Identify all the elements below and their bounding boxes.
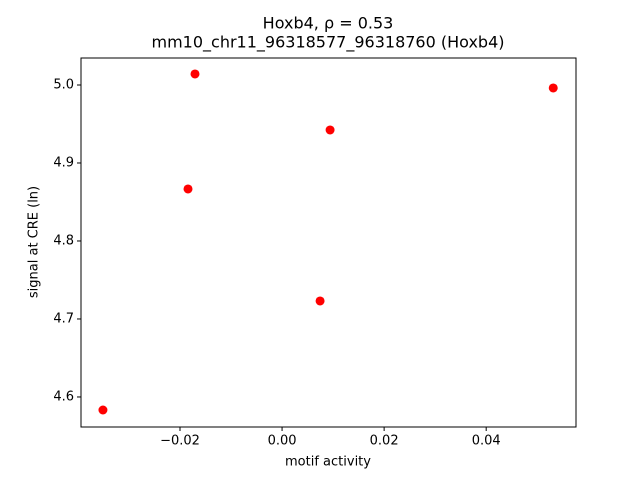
y-tick-label: 5.0 [53,77,74,92]
x-tick-label: −0.02 [160,434,200,449]
point [183,184,193,194]
x-tick-label: 0.02 [370,434,399,449]
y-tick-label: 4.9 [53,155,74,170]
point [315,296,325,306]
x-tick-label: 0.04 [472,434,501,449]
point [190,69,200,79]
x-axis-label: motif activity [285,455,371,470]
point [548,83,558,93]
plot-frame [80,57,577,428]
chart-subtitle: mm10_chr11_96318577_96318760 (Hoxb4) [152,33,505,53]
point [98,405,108,415]
point [325,125,335,135]
y-tick-label: 4.7 [53,311,74,326]
chart-title: Hoxb4, ρ = 0.53 [263,14,394,33]
y-axis-label: signal at CRE (ln) [27,186,42,298]
x-tick-label: 0.00 [268,434,297,449]
y-tick-label: 4.6 [53,389,74,404]
y-tick-label: 4.8 [53,233,74,248]
